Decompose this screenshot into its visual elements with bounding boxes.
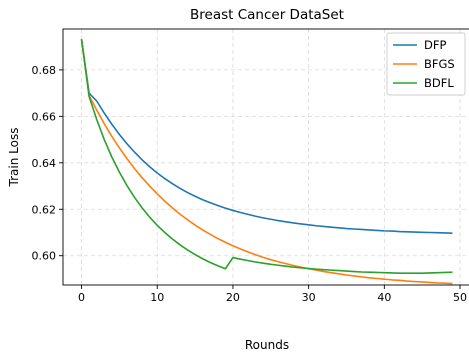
- axis-ticks: 0 10 20 30 40 50 0.60 0.62 0.64 0.66 0.68: [32, 64, 468, 304]
- y-tick-label: 0.68: [32, 64, 57, 77]
- x-tick-label: 50: [453, 291, 467, 304]
- y-tick-label: 0.62: [32, 203, 57, 216]
- series-lines: [80, 39, 453, 285]
- y-tick-label: 0.64: [32, 157, 57, 170]
- legend-label-bfgs: BFGS: [424, 57, 455, 71]
- y-axis-label: Train Loss: [7, 128, 21, 188]
- legend-label-bdfl: BDFL: [424, 76, 454, 90]
- y-tick-label: 0.60: [32, 250, 57, 263]
- chart-title: Breast Cancer DataSet: [190, 7, 344, 23]
- x-tick-label: 20: [226, 291, 240, 304]
- series-line-bdfl: [80, 39, 453, 274]
- series-line-dfp: [80, 39, 453, 234]
- x-tick-label: 0: [78, 291, 85, 304]
- x-tick-label: 30: [302, 291, 316, 304]
- legend-box: [386, 32, 466, 96]
- series-line-bfgs: [80, 39, 453, 285]
- legend: DFP BFGS BDFL: [386, 32, 466, 96]
- x-tick-label: 10: [150, 291, 164, 304]
- x-axis-label: Rounds: [245, 338, 289, 352]
- y-tick-label: 0.66: [32, 110, 57, 123]
- x-tick-label: 40: [377, 291, 391, 304]
- plot-frame: [62, 28, 469, 286]
- legend-label-dfp: DFP: [424, 38, 446, 52]
